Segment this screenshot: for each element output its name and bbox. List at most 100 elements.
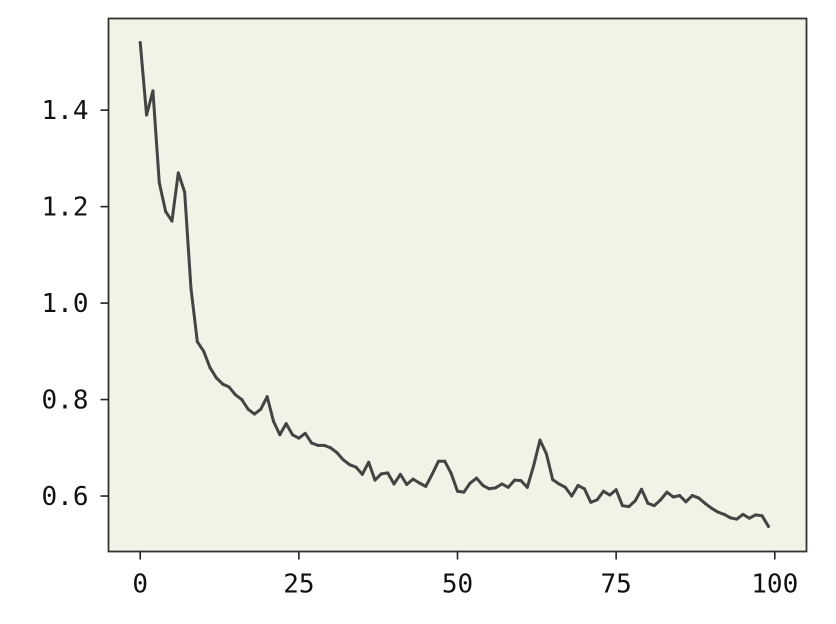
data-point [259,407,263,411]
data-point [684,500,688,504]
data-point [202,349,206,353]
x-tick-label: 0 [132,570,148,600]
data-point [246,407,250,411]
data-point [735,517,739,521]
data-point [195,340,199,344]
data-point [138,41,142,45]
data-point [424,484,428,488]
data-point [544,452,548,456]
data-point [722,512,726,516]
data-point [360,472,364,476]
data-point [278,433,282,437]
data-point [151,89,155,93]
data-point [640,487,644,491]
data-point [494,486,498,490]
data-point [411,477,415,481]
data-point [386,471,390,475]
data-point [766,524,770,528]
data-point [449,471,453,475]
data-point [468,481,472,485]
data-point [443,459,447,463]
data-point [176,171,180,175]
data-point [310,441,314,445]
y-axis: 0.6 0.8 1.0 1.2 1.4 [42,96,109,512]
data-point [519,479,523,483]
data-point [595,498,599,502]
data-point [608,493,612,497]
data-point [646,501,650,505]
data-point [633,499,637,503]
plot-area [107,17,808,553]
data-point [430,472,434,476]
data-point [513,478,517,482]
data-point [760,514,764,518]
data-point [157,181,161,184]
data-point [754,513,758,517]
data-point [189,287,193,291]
data-point [462,490,466,494]
data-point [183,190,187,194]
data-point [500,482,504,486]
y-tick-label: 1.2 [42,193,89,223]
data-point [221,382,225,386]
x-tick-label: 25 [283,570,314,600]
data-point [392,482,396,486]
data-point [335,451,339,455]
data-point [525,485,529,489]
data-point [576,483,580,487]
data-point [620,504,624,508]
data-point [208,366,212,370]
data-point [665,490,669,494]
x-tick-label: 50 [442,570,473,600]
data-point [240,398,244,402]
data-point [659,498,663,502]
data-point [747,516,751,520]
data-point [297,436,301,440]
data-point [367,460,371,464]
data-point [316,443,320,447]
data-point [303,431,307,435]
data-point [348,463,352,467]
data-point [563,485,567,489]
data-point [741,512,745,516]
data-point [709,506,713,510]
y-tick-label: 0.6 [42,482,89,512]
data-point [538,438,542,442]
data-point [354,465,358,469]
data-point [671,495,675,499]
data-point [145,113,149,117]
data-point [252,412,256,416]
data-point [284,422,288,426]
data-point [379,472,383,476]
data-point [697,496,701,500]
data-point [456,489,459,493]
data-point [341,458,345,462]
data-point [271,419,275,423]
data-point [652,504,656,508]
data-point [436,459,440,463]
data-point [170,219,174,223]
data-point [164,209,168,213]
data-point [291,433,295,437]
data-point [557,482,561,486]
data-point [481,483,485,487]
data-point [373,478,377,482]
data-point [589,500,593,504]
data-points [138,41,770,528]
x-tick-label: 100 [751,570,798,600]
data-point [690,494,694,498]
data-point [627,505,631,509]
data-point [417,481,421,485]
data-point [532,464,536,468]
data-point [551,478,555,482]
data-point [487,487,491,491]
y-tick-label: 1.4 [42,96,89,126]
series-line [138,41,770,528]
data-point [703,501,707,505]
y-tick-label: 1.0 [42,289,89,319]
data-point [716,510,720,514]
data-point [475,476,479,480]
data-point [728,516,732,520]
data-point [614,488,618,492]
